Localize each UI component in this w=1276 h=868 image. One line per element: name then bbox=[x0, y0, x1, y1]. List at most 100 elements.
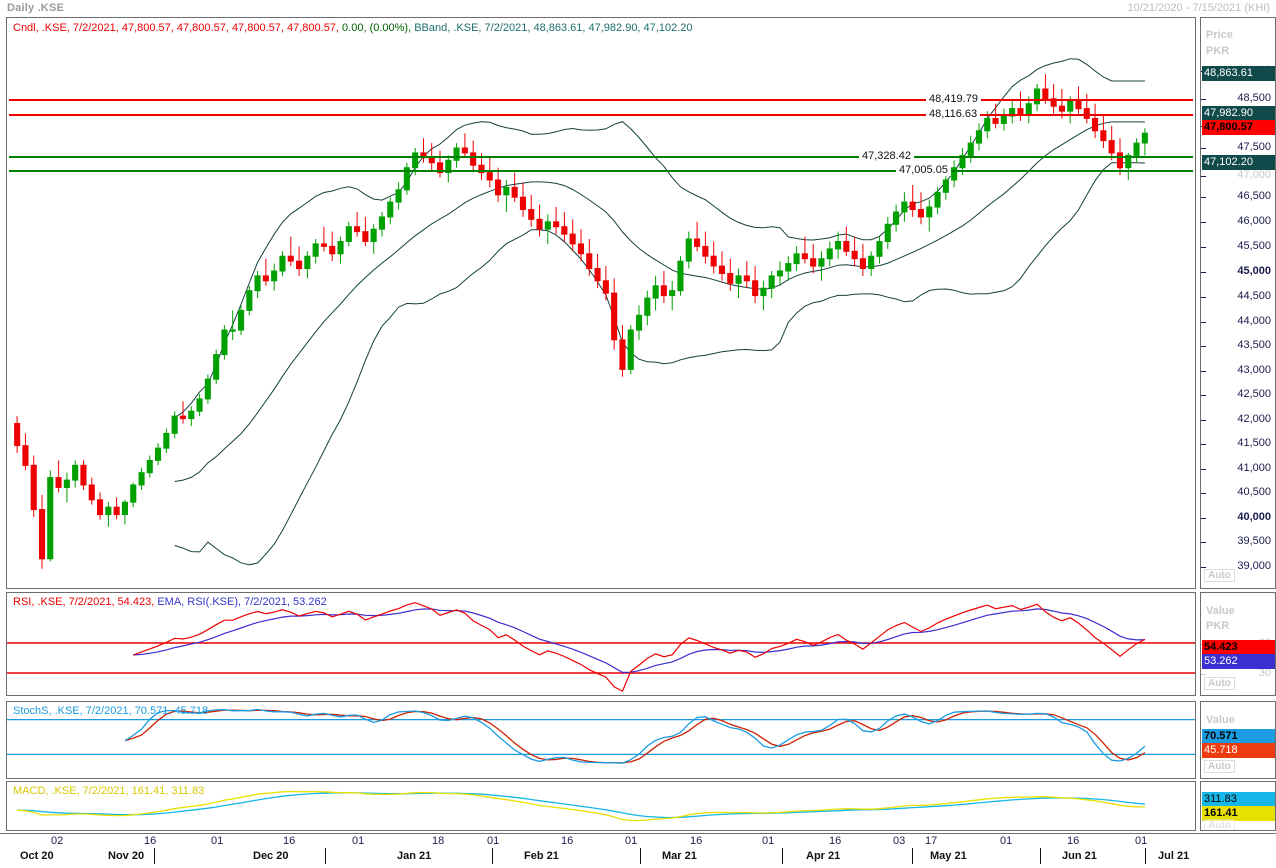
macd-panel[interactable]: MACD, .KSE, 7/2/2021, 161.41, 311.83 bbox=[6, 781, 1196, 831]
candle-body bbox=[461, 147, 468, 154]
stoch-panel-legend: StochS, .KSE, 7/2/2021, 70.571, 45.718 bbox=[13, 705, 208, 717]
candle-body bbox=[196, 398, 203, 412]
price-tick-mark bbox=[1201, 148, 1206, 149]
rsi-ema-line bbox=[133, 608, 1145, 674]
candle-body bbox=[171, 415, 178, 434]
time-axis-separator bbox=[912, 848, 913, 864]
candle-body bbox=[97, 499, 104, 516]
price-tick-mark bbox=[1201, 518, 1206, 519]
candle-body bbox=[329, 245, 336, 255]
candle-body bbox=[246, 290, 253, 311]
time-axis-month-label: Jul 21 bbox=[1158, 850, 1190, 862]
candle-body bbox=[188, 410, 195, 420]
time-axis-separator bbox=[325, 848, 326, 864]
rsi-legend-text: RSI, .KSE, 7/2/2021, 54.423, bbox=[13, 596, 155, 608]
price-plot-area[interactable] bbox=[7, 18, 1195, 588]
candle-body bbox=[992, 118, 999, 124]
candle-body bbox=[279, 255, 286, 272]
time-axis-day-label: 02 bbox=[51, 835, 64, 847]
time-axis-separator bbox=[1040, 848, 1041, 864]
time-axis[interactable]: 02 16 01 16 01 18 01 16 01 16 01 16 03 17 01 16 01 Oct 2… bbox=[0, 833, 1276, 868]
stoch-k-line bbox=[124, 708, 1146, 764]
candle-body bbox=[1042, 88, 1049, 100]
candle-body bbox=[63, 479, 70, 489]
candle-body bbox=[437, 162, 444, 174]
support-line-2-label: 47,005.05 bbox=[896, 164, 951, 176]
candle-body bbox=[428, 157, 435, 164]
candle-body bbox=[304, 255, 311, 269]
candle-body bbox=[901, 201, 908, 213]
candle-body bbox=[627, 329, 634, 370]
candle-body bbox=[1067, 100, 1074, 112]
price-tick-mark bbox=[1201, 420, 1206, 421]
candle-body bbox=[818, 258, 825, 267]
rsi-plot-area[interactable] bbox=[7, 593, 1195, 695]
candle-body bbox=[1000, 115, 1007, 124]
price-chart-panel[interactable]: Cndl, .KSE, 7/2/2021, 47,800.57, 47,800.… bbox=[6, 17, 1196, 589]
rsi-axis-currency: PKR bbox=[1206, 620, 1230, 632]
candlestick-series bbox=[14, 74, 1148, 569]
candle-body bbox=[810, 258, 817, 267]
candle-body bbox=[1116, 152, 1124, 169]
candle-body bbox=[72, 464, 79, 481]
candle-body bbox=[378, 216, 385, 230]
price-tick-mark bbox=[1201, 444, 1206, 445]
candle-body bbox=[876, 241, 883, 257]
rsi-panel[interactable]: RSI, .KSE, 7/2/2021, 54.423, EMA, RSI(.K… bbox=[6, 592, 1196, 696]
candle-body bbox=[503, 186, 510, 196]
candle-body bbox=[694, 238, 701, 247]
candle-body bbox=[884, 223, 891, 243]
stochastic-panel[interactable]: StochS, .KSE, 7/2/2021, 70.571, 45.718 bbox=[6, 701, 1196, 779]
price-axis-auto-button[interactable]: Auto bbox=[1204, 569, 1235, 582]
candle-body bbox=[14, 423, 21, 447]
price-tick-mark bbox=[1201, 197, 1206, 198]
candle-body bbox=[1050, 98, 1057, 107]
candle-body bbox=[478, 164, 485, 174]
candle-body bbox=[486, 172, 493, 181]
stoch-axis-title: Value bbox=[1206, 714, 1235, 726]
time-axis-separator bbox=[640, 848, 641, 864]
candle-body bbox=[229, 329, 236, 332]
rsi-axis-title: Value bbox=[1206, 605, 1235, 617]
candle-body bbox=[271, 270, 278, 282]
time-axis-separator bbox=[492, 848, 493, 864]
stoch-axis[interactable]: Value 70.571 45.718 Auto bbox=[1200, 701, 1276, 779]
price-tick-mark bbox=[1201, 247, 1206, 248]
candle-body bbox=[636, 314, 643, 331]
candle-body bbox=[88, 484, 95, 501]
candle-body bbox=[868, 255, 875, 269]
stoch-axis-auto-button[interactable]: Auto bbox=[1204, 760, 1235, 773]
rsi-tick-mark bbox=[1201, 674, 1206, 675]
rsi-value-tag: 54.423 bbox=[1202, 640, 1275, 655]
candle-body bbox=[213, 354, 220, 380]
time-axis-separator bbox=[782, 848, 783, 864]
candle-body bbox=[238, 309, 245, 331]
time-axis-day-label: 16 bbox=[1067, 835, 1080, 847]
price-axis-label: 40,500 bbox=[1237, 486, 1271, 498]
candle-body bbox=[793, 253, 800, 265]
price-tick-mark bbox=[1201, 542, 1206, 543]
price-axis[interactable]: Price PKR 49,00048,50048,00047,50047,000… bbox=[1200, 17, 1276, 589]
candle-body bbox=[967, 142, 974, 156]
candle-body bbox=[826, 248, 833, 260]
macd-plot-area[interactable] bbox=[7, 782, 1195, 830]
candle-body bbox=[1058, 105, 1066, 112]
macd-line bbox=[17, 790, 1145, 822]
candle-body bbox=[544, 221, 551, 230]
candle-body bbox=[1092, 118, 1099, 132]
candle-body bbox=[337, 241, 344, 255]
stoch-plot-area[interactable] bbox=[7, 702, 1195, 778]
price-axis-label: 47,500 bbox=[1237, 141, 1271, 153]
macd-axis[interactable]: 311.83 161.41 Auto bbox=[1200, 781, 1276, 831]
macd-axis-auto-button[interactable]: Auto bbox=[1204, 819, 1235, 830]
candle-body bbox=[262, 275, 269, 282]
candle-body bbox=[362, 231, 369, 242]
rsi-axis-auto-button[interactable]: Auto bbox=[1204, 677, 1235, 690]
candle-body bbox=[536, 218, 543, 230]
price-axis-label: 47,000 bbox=[1237, 169, 1271, 181]
candle-body bbox=[495, 179, 502, 196]
time-axis-month-label: Feb 21 bbox=[524, 850, 559, 862]
candle-body bbox=[561, 226, 568, 235]
candle-body bbox=[1108, 140, 1115, 154]
